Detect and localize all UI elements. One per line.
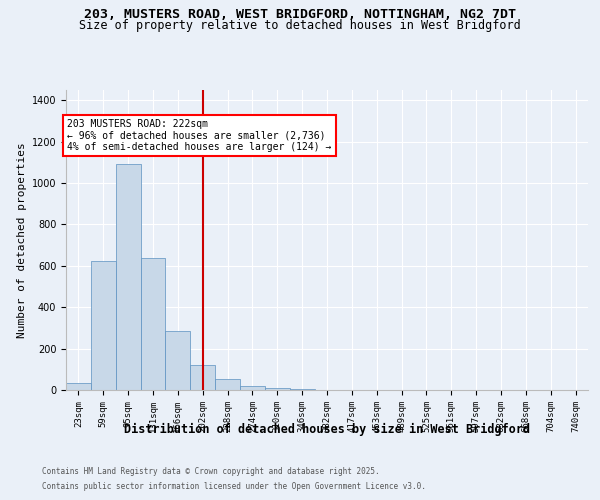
Text: Distribution of detached houses by size in West Bridgford: Distribution of detached houses by size … bbox=[124, 422, 530, 436]
Bar bbox=[116, 164, 140, 390]
Bar bbox=[215, 378, 240, 390]
Bar bbox=[166, 331, 190, 390]
Bar bbox=[265, 388, 290, 390]
Y-axis label: Number of detached properties: Number of detached properties bbox=[17, 142, 28, 338]
Bar bbox=[240, 386, 265, 390]
Bar bbox=[140, 258, 166, 390]
Text: Size of property relative to detached houses in West Bridgford: Size of property relative to detached ho… bbox=[79, 19, 521, 32]
Bar bbox=[290, 389, 314, 390]
Text: Contains public sector information licensed under the Open Government Licence v3: Contains public sector information licen… bbox=[42, 482, 426, 491]
Bar bbox=[91, 260, 116, 390]
Text: 203, MUSTERS ROAD, WEST BRIDGFORD, NOTTINGHAM, NG2 7DT: 203, MUSTERS ROAD, WEST BRIDGFORD, NOTTI… bbox=[84, 8, 516, 20]
Bar bbox=[190, 365, 215, 390]
Text: Contains HM Land Registry data © Crown copyright and database right 2025.: Contains HM Land Registry data © Crown c… bbox=[42, 467, 380, 476]
Bar bbox=[66, 383, 91, 390]
Text: 203 MUSTERS ROAD: 222sqm
← 96% of detached houses are smaller (2,736)
4% of semi: 203 MUSTERS ROAD: 222sqm ← 96% of detach… bbox=[67, 119, 332, 152]
